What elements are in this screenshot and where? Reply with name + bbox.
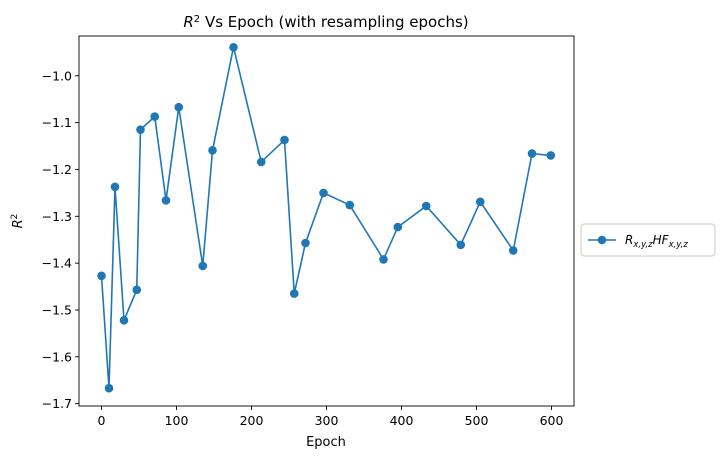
data-point [136,125,145,134]
data-point [289,289,299,298]
data-point [393,222,403,232]
data-point [150,112,160,121]
series-line [100,47,551,389]
x-tick-label: 200 [240,413,264,428]
data-point [256,157,266,167]
y-tick-label: −1.2 [42,162,72,177]
data-point [379,255,388,264]
plot-frame [78,35,575,407]
data-point [161,196,171,205]
chart-title: R2 Vs Epoch (with resampling epochs) [183,13,468,31]
y-tick-label: −1.0 [42,68,72,83]
data-point [546,151,556,160]
y-tick-label: −1.5 [42,302,72,317]
data-point [508,246,518,255]
y-axis-label: R2 [10,214,26,229]
y-tick-label: −1.1 [42,115,72,130]
x-tick-label: 100 [165,413,189,428]
y-tick-label: −1.3 [42,209,72,224]
data-point [421,201,431,211]
x-tick-label: 400 [390,413,414,428]
data-point [97,271,106,281]
data-point [198,261,208,271]
x-tick-label: 600 [540,413,564,428]
data-point [104,383,114,393]
data-point [110,182,120,192]
y-tick-label: −1.6 [42,349,72,364]
x-tick-label: 500 [465,413,489,428]
data-point [527,149,537,158]
data-point [345,200,355,210]
data-point [174,102,184,112]
legend-label: Rx,y,zHFx,y,z [625,233,688,250]
data-point [319,188,328,198]
legend-box [580,223,716,257]
data-point [280,135,289,145]
legend: Rx,y,zHFx,y,z [580,223,716,257]
x-tick-label: 0 [98,413,106,428]
legend-marker [597,235,607,245]
data-point [208,145,217,155]
data-point [456,240,466,250]
x-tick-label: 300 [315,413,339,428]
data-point [301,238,310,248]
x-axis-label: Epoch [306,435,346,450]
y-tick-label: −1.4 [42,256,72,271]
data-point [119,315,129,325]
plot-area: 0 100 200 300 400 500 600 −1.7 −1.6 −1.5 −1.4 −1.3 −… [42,35,575,428]
data-point [475,197,485,207]
data-point [132,285,142,295]
y-tick-label: −1.7 [42,396,72,411]
data-point [229,42,238,52]
